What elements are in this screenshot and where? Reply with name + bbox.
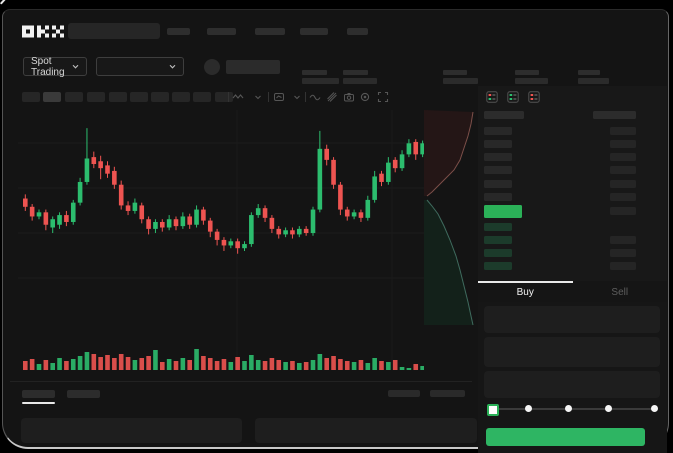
overlay-wave-icon[interactable] [309, 91, 321, 103]
slider-stop[interactable] [565, 405, 572, 412]
bid-price[interactable] [484, 223, 512, 231]
pair-selector[interactable] [96, 57, 184, 76]
bottom-action-placeholder[interactable] [430, 390, 465, 397]
stat-value-placeholder [515, 78, 548, 84]
bid-price[interactable] [484, 262, 512, 270]
column-header-amount[interactable] [593, 111, 636, 119]
ask-price[interactable] [484, 193, 512, 201]
ask-price[interactable] [484, 153, 512, 161]
book-asks-icon[interactable] [528, 90, 540, 103]
stat-label-placeholder [302, 70, 327, 75]
stat-label-placeholder [515, 70, 539, 75]
bottom-panel-placeholder[interactable] [255, 418, 477, 443]
slider-stop[interactable] [525, 405, 532, 412]
timeframe-button[interactable] [43, 92, 61, 102]
tab-buy[interactable]: Buy [478, 281, 573, 302]
slider-stop[interactable] [605, 405, 612, 412]
coin-icon [204, 59, 220, 75]
ask-price[interactable] [484, 127, 512, 135]
bottom-divider [10, 381, 472, 382]
search-input[interactable] [68, 23, 160, 39]
trade-tabs: Buy Sell [478, 281, 667, 302]
bid-amount[interactable] [610, 249, 636, 257]
nav-item[interactable] [300, 28, 328, 35]
book-bids-icon[interactable] [507, 90, 519, 103]
indicators-chevron-icon[interactable] [291, 91, 303, 103]
bottom-tab[interactable] [67, 390, 100, 398]
buy-order-form [478, 302, 667, 453]
last-price-badge[interactable] [484, 205, 522, 218]
bid-amount[interactable] [610, 262, 636, 270]
chart-style-chevron-icon[interactable] [252, 91, 264, 103]
stat-value-placeholder [443, 78, 478, 84]
ask-amount[interactable] [610, 166, 636, 174]
bid-price[interactable] [484, 249, 512, 257]
stat-value-placeholder [302, 78, 339, 84]
bid-price[interactable] [484, 236, 512, 244]
chevron-down-icon [72, 63, 79, 70]
stat-label-placeholder [578, 70, 600, 75]
okx-logo[interactable] [22, 25, 64, 38]
nav-item[interactable] [207, 28, 236, 35]
settings-gear-icon[interactable] [359, 91, 371, 103]
bottom-tab[interactable] [22, 390, 55, 398]
timeframe-button[interactable] [172, 92, 190, 102]
nav-item[interactable] [347, 28, 368, 35]
market-type-label: Spot Trading [31, 55, 65, 78]
active-tab-underline [22, 402, 55, 404]
stat-value-placeholder [343, 78, 377, 84]
stat-label-placeholder [443, 70, 467, 75]
slider-stop[interactable] [651, 405, 658, 412]
draw-tools-icon[interactable] [326, 91, 338, 103]
timeframe-button[interactable] [130, 92, 148, 102]
bottom-panel-placeholder[interactable] [21, 418, 242, 443]
fullscreen-icon[interactable] [377, 91, 389, 103]
pair-name-placeholder [226, 60, 280, 74]
order-form-field[interactable] [484, 337, 660, 367]
timeframe-button[interactable] [193, 92, 211, 102]
ask-amount[interactable] [610, 153, 636, 161]
candlestick-chart[interactable] [18, 110, 424, 375]
order-form-field[interactable] [484, 306, 660, 333]
nav-item[interactable] [255, 28, 285, 35]
column-header-price[interactable] [484, 111, 524, 119]
order-form-field[interactable] [484, 371, 660, 398]
device-corner-highlight [0, 0, 13, 5]
market-type-selector[interactable]: Spot Trading [23, 55, 87, 78]
stat-value-placeholder [578, 78, 609, 84]
camera-icon[interactable] [343, 91, 355, 103]
ask-amount[interactable] [610, 140, 636, 148]
ask-price[interactable] [484, 180, 512, 188]
ask-amount[interactable] [610, 180, 636, 188]
timeframe-button[interactable] [22, 92, 40, 102]
book-combined-icon[interactable] [486, 90, 498, 103]
stat-label-placeholder [343, 70, 368, 75]
buy-submit-button[interactable] [486, 428, 645, 446]
ask-amount[interactable] [610, 193, 636, 201]
tab-sell[interactable]: Sell [611, 287, 629, 298]
bid-amount[interactable] [610, 236, 636, 244]
amount-slider[interactable] [487, 404, 658, 416]
indicators-icon[interactable] [273, 91, 285, 103]
bottom-action-placeholder[interactable] [388, 390, 420, 397]
timeframe-button[interactable] [65, 92, 83, 102]
ask-amount[interactable] [610, 127, 636, 135]
timeframe-button[interactable] [151, 92, 169, 102]
timeframe-button[interactable] [87, 92, 105, 102]
ask-price[interactable] [484, 140, 512, 148]
chart-style-icon[interactable] [232, 91, 244, 103]
timeframe-button[interactable] [215, 92, 233, 102]
slider-handle[interactable] [487, 404, 499, 416]
timeframe-button[interactable] [109, 92, 127, 102]
depth-chart [424, 110, 474, 326]
order-book [478, 86, 667, 281]
nav-item[interactable] [167, 28, 190, 35]
last-amount[interactable] [610, 207, 636, 215]
chevron-down-icon [169, 63, 176, 70]
ask-price[interactable] [484, 166, 512, 174]
